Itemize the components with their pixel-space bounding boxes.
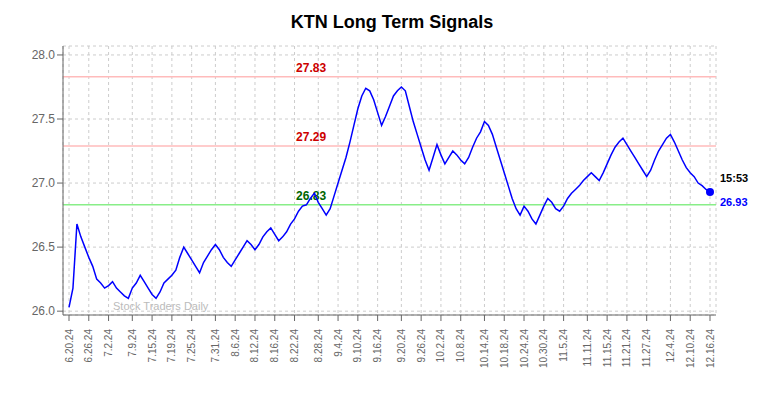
svg-text:12.10.24: 12.10.24	[685, 329, 696, 368]
svg-text:9.20.24: 9.20.24	[396, 329, 407, 363]
svg-text:27.0: 27.0	[32, 176, 56, 190]
svg-text:26.93: 26.93	[720, 196, 748, 208]
svg-text:9.10.24: 9.10.24	[352, 329, 363, 363]
svg-text:15:53: 15:53	[720, 172, 748, 184]
svg-text:8.12.24: 8.12.24	[249, 329, 260, 363]
svg-text:11.21.24: 11.21.24	[621, 329, 632, 368]
svg-text:27.83: 27.83	[296, 61, 326, 75]
svg-text:11.11.24: 11.11.24	[582, 329, 593, 367]
svg-text:11.27.24: 11.27.24	[641, 329, 652, 368]
svg-text:10.30.24: 10.30.24	[538, 329, 549, 368]
svg-text:27.29: 27.29	[296, 130, 326, 144]
svg-text:7.19.24: 7.19.24	[166, 329, 177, 363]
svg-text:10.14.24: 10.14.24	[479, 329, 490, 368]
svg-text:26.5: 26.5	[32, 240, 56, 254]
html-text:KTN Long Term Signals: KTN Long Term Signals	[290, 12, 494, 32]
svg-text:8.28.24: 8.28.24	[313, 329, 324, 363]
svg-text:11.5.24: 11.5.24	[558, 329, 569, 362]
svg-text:7.15.24: 7.15.24	[147, 329, 158, 363]
svg-text:7.2.24: 7.2.24	[103, 329, 114, 357]
svg-text:7.25.24: 7.25.24	[186, 329, 197, 363]
svg-text:9.4.24: 9.4.24	[333, 329, 344, 357]
svg-text:8.6.24: 8.6.24	[230, 329, 241, 357]
svg-text:26.83: 26.83	[296, 189, 326, 203]
svg-text:28.0: 28.0	[32, 48, 56, 62]
svg-text:11.15.24: 11.15.24	[602, 329, 613, 368]
svg-text:10.24.24: 10.24.24	[519, 329, 530, 368]
svg-text:10.2.24: 10.2.24	[435, 329, 446, 363]
svg-text:12.4.24: 12.4.24	[665, 329, 676, 363]
svg-text:7.9.24: 7.9.24	[127, 329, 138, 357]
svg-text:6.20.24: 6.20.24	[64, 329, 75, 363]
svg-text:7.31.24: 7.31.24	[210, 329, 221, 363]
svg-text:27.5: 27.5	[32, 112, 56, 126]
svg-text:12.16.24: 12.16.24	[705, 329, 716, 368]
svg-text:10.18.24: 10.18.24	[499, 329, 510, 368]
svg-text:26.0: 26.0	[32, 304, 56, 318]
svg-text:9.16.24: 9.16.24	[372, 329, 383, 363]
svg-text:10.8.24: 10.8.24	[455, 329, 466, 363]
svg-text:6.26.24: 6.26.24	[83, 329, 94, 363]
svg-text:8.22.24: 8.22.24	[289, 329, 300, 363]
svg-text:8.16.24: 8.16.24	[269, 329, 280, 363]
html-text:Stock Traders Daily: Stock Traders Daily	[113, 300, 209, 312]
svg-text:9.26.24: 9.26.24	[416, 329, 427, 363]
